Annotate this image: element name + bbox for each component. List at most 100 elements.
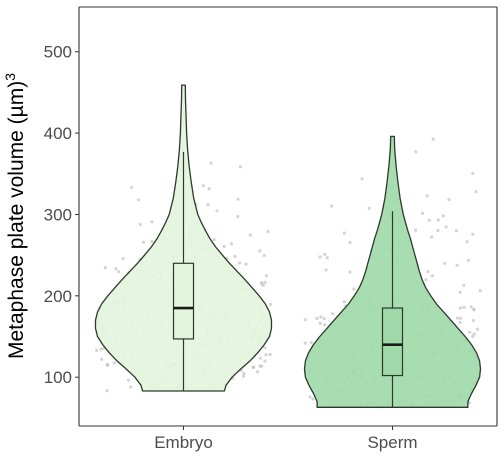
- jitter-point: [201, 184, 205, 188]
- jitter-point: [212, 238, 216, 242]
- jitter-point: [263, 280, 267, 284]
- jitter-point: [455, 316, 460, 320]
- axes: [78, 6, 498, 427]
- jitter-point: [331, 312, 335, 316]
- jitter-point: [238, 165, 242, 169]
- jitter-point: [466, 258, 470, 262]
- jitter-point: [367, 206, 371, 210]
- jitter-point: [458, 290, 462, 294]
- jitter-point: [425, 194, 429, 198]
- jitter-point: [459, 316, 463, 320]
- jitter-point: [414, 150, 418, 154]
- jitter-point: [462, 283, 466, 287]
- box-sperm: [381, 307, 404, 377]
- jitter-point: [342, 231, 346, 235]
- y-tick-label: 400: [44, 124, 72, 143]
- jitter-point: [255, 370, 260, 374]
- jitter-point: [319, 315, 323, 319]
- y-tick-label: 100: [44, 368, 72, 387]
- jitter-point: [430, 274, 434, 278]
- jitter-point: [462, 305, 466, 309]
- x-tick-label: Embryo: [154, 433, 213, 452]
- jitter-point: [424, 278, 428, 282]
- jitter-point: [233, 254, 237, 259]
- jitter-point: [268, 352, 272, 357]
- jitter-point: [260, 281, 264, 285]
- jitter-point: [215, 209, 219, 213]
- jitter-point: [352, 287, 356, 291]
- jitter-point: [475, 327, 479, 331]
- jitter-point: [420, 211, 424, 215]
- jitter-point: [443, 261, 447, 265]
- jitter-point: [431, 137, 435, 141]
- jitter-point: [441, 214, 445, 218]
- jitter-point: [258, 356, 262, 360]
- jitter-point: [322, 317, 326, 321]
- jitter-point: [138, 222, 142, 227]
- jitter-point: [458, 306, 462, 310]
- y-ticks: 100 200 300 400 500: [44, 43, 79, 387]
- jitter-point: [126, 378, 130, 382]
- jitter-point: [258, 249, 262, 253]
- jitter-point: [468, 330, 472, 334]
- jitter-point: [454, 229, 458, 233]
- jitter-point: [105, 389, 109, 393]
- jitter-point: [315, 316, 319, 320]
- jitter-point: [323, 252, 327, 256]
- jitter-point: [136, 198, 141, 202]
- jitter-point: [142, 240, 146, 244]
- jitter-point: [465, 240, 469, 244]
- jitter-point: [117, 270, 121, 274]
- y-tick-label: 300: [44, 205, 72, 224]
- jitter-point: [478, 289, 482, 293]
- jitter-point: [129, 385, 133, 389]
- y-tick-label: 500: [44, 43, 72, 62]
- jitter-point: [447, 198, 451, 202]
- jitter-point: [472, 332, 476, 336]
- jitter-point: [303, 318, 307, 322]
- jitter-point: [303, 341, 307, 345]
- jitter-point: [430, 235, 434, 239]
- jitter-point: [248, 233, 252, 237]
- y-axis-title: Metaphase plate volume (µm)3: [2, 73, 28, 359]
- jitter-point: [436, 228, 440, 233]
- jitter-point: [99, 347, 103, 351]
- jitter-point: [244, 262, 248, 266]
- jitter-point: [324, 268, 328, 272]
- jitter-point: [207, 187, 211, 191]
- violins: [94, 84, 482, 408]
- jitter-point: [251, 365, 255, 369]
- jitter-point: [105, 362, 109, 366]
- y-axis-title-superscript: 3: [2, 73, 18, 81]
- jitter-point: [262, 253, 266, 258]
- jitter-point: [318, 321, 322, 325]
- jitter-point: [95, 348, 99, 352]
- jitter-point: [266, 230, 270, 234]
- jitter-point: [238, 261, 242, 265]
- jitter-point: [467, 401, 472, 405]
- jitter-point: [342, 300, 346, 304]
- jitter-point: [474, 190, 478, 194]
- jitter-point: [325, 256, 329, 260]
- x-tick-label: Sperm: [367, 433, 417, 452]
- jitter-point: [455, 263, 459, 267]
- jitter-point: [100, 357, 104, 361]
- jitter-point: [209, 161, 213, 165]
- jitter-point: [444, 225, 448, 229]
- jitter-point: [236, 215, 240, 219]
- jitter-point: [471, 232, 475, 236]
- jitter-point: [222, 244, 226, 249]
- jitter-point: [150, 220, 154, 224]
- jitter-point: [242, 371, 246, 376]
- jitter-point: [427, 218, 431, 222]
- jitter-point: [330, 204, 334, 208]
- jitter-point: [426, 270, 430, 274]
- y-tick-label: 200: [44, 287, 72, 306]
- jitter-point: [471, 319, 476, 323]
- jitter-point: [360, 177, 364, 181]
- jitter-point: [230, 242, 234, 246]
- jitter-point: [471, 171, 475, 175]
- jitter-point: [348, 240, 352, 245]
- jitter-point: [472, 308, 476, 312]
